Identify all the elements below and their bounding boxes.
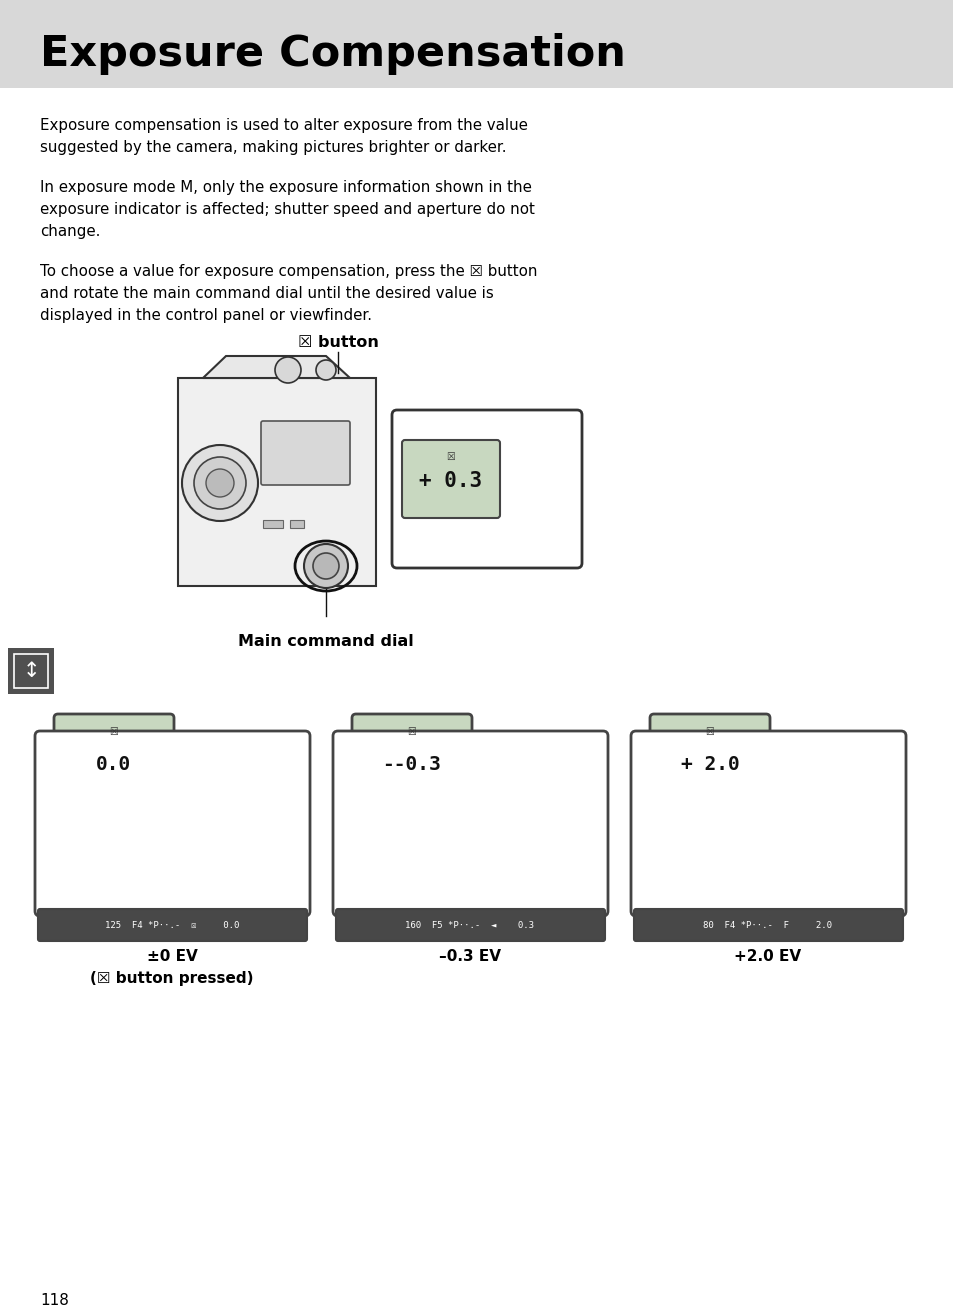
FancyBboxPatch shape xyxy=(335,909,604,941)
Circle shape xyxy=(315,360,335,380)
Text: 160  F5 *P··.-  ◄    0.3: 160 F5 *P··.- ◄ 0.3 xyxy=(405,921,534,929)
FancyBboxPatch shape xyxy=(261,420,350,485)
Circle shape xyxy=(274,357,301,382)
FancyBboxPatch shape xyxy=(634,909,902,941)
Text: ☒: ☒ xyxy=(446,452,455,463)
Text: (☒ button pressed): (☒ button pressed) xyxy=(91,971,253,986)
FancyBboxPatch shape xyxy=(352,714,472,804)
Text: In exposure mode M, only the exposure information shown in the: In exposure mode M, only the exposure in… xyxy=(40,180,532,194)
Text: ±0 EV: ±0 EV xyxy=(147,949,197,964)
Bar xyxy=(290,520,304,528)
Text: suggested by the camera, making pictures brighter or darker.: suggested by the camera, making pictures… xyxy=(40,141,506,155)
Bar xyxy=(178,378,375,586)
Text: + 2.0: + 2.0 xyxy=(679,756,739,774)
Circle shape xyxy=(313,553,338,579)
Text: Main command dial: Main command dial xyxy=(238,633,414,649)
FancyBboxPatch shape xyxy=(401,440,499,518)
Text: ☒: ☒ xyxy=(705,727,714,737)
Text: displayed in the control panel or viewfinder.: displayed in the control panel or viewfi… xyxy=(40,307,372,323)
FancyBboxPatch shape xyxy=(392,410,581,568)
FancyBboxPatch shape xyxy=(649,714,769,804)
FancyBboxPatch shape xyxy=(630,731,905,916)
Text: 0.0: 0.0 xyxy=(96,756,132,774)
Text: ☒: ☒ xyxy=(110,727,118,737)
Bar xyxy=(8,648,54,694)
FancyBboxPatch shape xyxy=(333,731,607,916)
Text: +2.0 EV: +2.0 EV xyxy=(734,949,801,964)
Circle shape xyxy=(182,445,257,520)
Circle shape xyxy=(206,469,233,497)
Text: exposure indicator is affected; shutter speed and aperture do not: exposure indicator is affected; shutter … xyxy=(40,202,535,217)
Text: To choose a value for exposure compensation, press the ☒ button: To choose a value for exposure compensat… xyxy=(40,264,537,279)
Bar xyxy=(0,0,953,88)
Text: --0.3: --0.3 xyxy=(382,756,441,774)
FancyBboxPatch shape xyxy=(54,714,173,804)
Text: change.: change. xyxy=(40,223,100,239)
Text: ☒: ☒ xyxy=(407,727,416,737)
Bar xyxy=(14,654,48,689)
Circle shape xyxy=(193,457,246,509)
Text: Exposure Compensation: Exposure Compensation xyxy=(40,33,625,75)
Text: Exposure compensation is used to alter exposure from the value: Exposure compensation is used to alter e… xyxy=(40,118,527,133)
Text: 80  F4 *P··.-  F     2.0: 80 F4 *P··.- F 2.0 xyxy=(702,921,832,929)
FancyBboxPatch shape xyxy=(38,909,307,941)
Circle shape xyxy=(304,544,348,587)
Text: 118: 118 xyxy=(40,1293,69,1307)
FancyBboxPatch shape xyxy=(35,731,310,916)
Text: –0.3 EV: –0.3 EV xyxy=(438,949,500,964)
Text: and rotate the main command dial until the desired value is: and rotate the main command dial until t… xyxy=(40,286,494,301)
Text: + 0.3: + 0.3 xyxy=(419,470,482,491)
Polygon shape xyxy=(203,356,350,378)
Bar xyxy=(263,520,283,528)
Text: ☒ button: ☒ button xyxy=(297,335,378,350)
Text: ↕: ↕ xyxy=(22,661,40,681)
Text: 125  F4 *P··.-  ☒     0.0: 125 F4 *P··.- ☒ 0.0 xyxy=(105,921,239,929)
